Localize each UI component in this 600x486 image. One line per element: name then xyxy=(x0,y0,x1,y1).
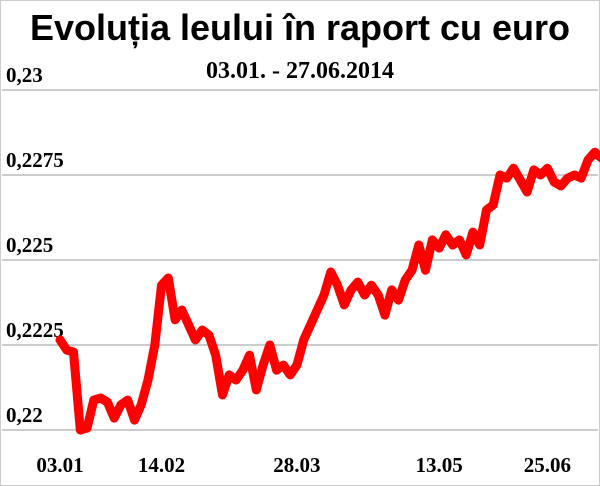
y-tick-label: 0,2225 xyxy=(6,318,64,342)
x-tick-label: 25.06 xyxy=(524,453,571,477)
x-tick-label: 03.01 xyxy=(36,453,83,477)
y-tick-label: 0,225 xyxy=(6,233,53,257)
y-tick-label: 0,23 xyxy=(6,63,43,87)
x-tick-label: 13.05 xyxy=(415,453,462,477)
y-tick-label: 0,2275 xyxy=(6,148,64,172)
y-tick-label: 0,22 xyxy=(6,403,43,427)
chart-title: Evoluția leului în raport cu euro xyxy=(30,7,570,49)
x-tick-label: 14.02 xyxy=(138,453,185,477)
chart-subtitle: 03.01. - 27.06.2014 xyxy=(206,58,394,84)
data-line xyxy=(55,147,600,435)
x-tick-label: 28.03 xyxy=(273,453,320,477)
